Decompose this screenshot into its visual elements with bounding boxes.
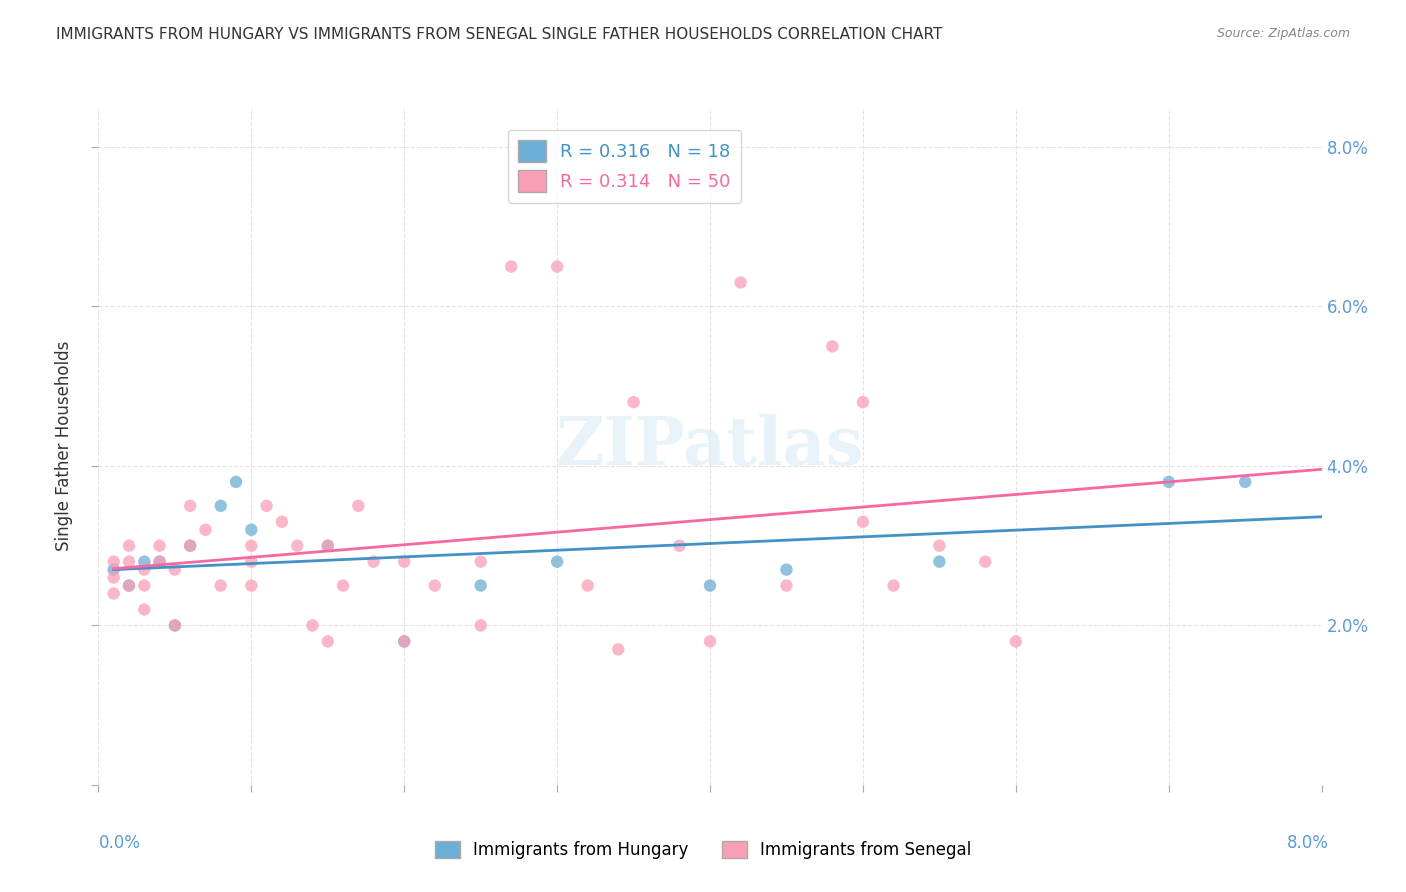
Text: 0.0%: 0.0% — [98, 834, 141, 852]
Point — [852, 515, 875, 529]
Point — [576, 578, 599, 592]
Point — [163, 618, 186, 632]
Point — [775, 578, 797, 592]
Point — [179, 539, 201, 553]
Point — [852, 395, 875, 409]
Point — [668, 539, 690, 553]
Point — [546, 555, 568, 569]
Point — [928, 555, 950, 569]
Point — [103, 555, 125, 569]
Point — [1004, 634, 1026, 648]
Y-axis label: Single Father Households: Single Father Households — [55, 341, 73, 551]
Point — [134, 578, 156, 592]
Point — [423, 578, 446, 592]
Text: Source: ZipAtlas.com: Source: ZipAtlas.com — [1216, 27, 1350, 40]
Point — [118, 555, 141, 569]
Point — [392, 634, 416, 648]
Point — [149, 555, 172, 569]
Point — [363, 555, 385, 569]
Point — [103, 571, 125, 585]
Point — [301, 618, 323, 632]
Point — [103, 563, 125, 577]
Point — [730, 276, 752, 290]
Legend: R = 0.316   N = 18, R = 0.314   N = 50: R = 0.316 N = 18, R = 0.314 N = 50 — [508, 129, 741, 202]
Point — [240, 539, 263, 553]
Point — [699, 634, 721, 648]
Point — [256, 499, 278, 513]
Point — [316, 539, 339, 553]
Point — [392, 555, 416, 569]
Point — [1157, 475, 1180, 489]
Point — [332, 578, 354, 592]
Point — [163, 563, 186, 577]
Point — [134, 602, 156, 616]
Text: IMMIGRANTS FROM HUNGARY VS IMMIGRANTS FROM SENEGAL SINGLE FATHER HOUSEHOLDS CORR: IMMIGRANTS FROM HUNGARY VS IMMIGRANTS FR… — [56, 27, 942, 42]
Point — [470, 578, 492, 592]
Point — [285, 539, 308, 553]
Point — [118, 539, 141, 553]
Point — [149, 555, 172, 569]
Point — [118, 578, 141, 592]
Point — [607, 642, 630, 657]
Point — [775, 563, 797, 577]
Point — [316, 634, 339, 648]
Legend: Immigrants from Hungary, Immigrants from Senegal: Immigrants from Hungary, Immigrants from… — [427, 834, 979, 866]
Point — [225, 475, 247, 489]
Point — [240, 578, 263, 592]
Point — [392, 634, 416, 648]
Point — [347, 499, 370, 513]
Point — [194, 523, 217, 537]
Point — [470, 555, 492, 569]
Point — [163, 618, 186, 632]
Point — [134, 555, 156, 569]
Point — [240, 523, 263, 537]
Point — [179, 539, 201, 553]
Point — [118, 578, 141, 592]
Point — [501, 260, 523, 274]
Point — [1234, 475, 1257, 489]
Text: 8.0%: 8.0% — [1286, 834, 1329, 852]
Point — [209, 499, 232, 513]
Point — [623, 395, 645, 409]
Point — [883, 578, 905, 592]
Point — [316, 539, 339, 553]
Point — [149, 539, 172, 553]
Point — [470, 618, 492, 632]
Text: ZIPatlas: ZIPatlas — [555, 414, 865, 478]
Point — [699, 578, 721, 592]
Point — [270, 515, 294, 529]
Point — [821, 339, 844, 353]
Point — [134, 563, 156, 577]
Point — [928, 539, 950, 553]
Point — [179, 499, 201, 513]
Point — [974, 555, 997, 569]
Point — [103, 586, 125, 600]
Point — [240, 555, 263, 569]
Point — [546, 260, 568, 274]
Point — [209, 578, 232, 592]
